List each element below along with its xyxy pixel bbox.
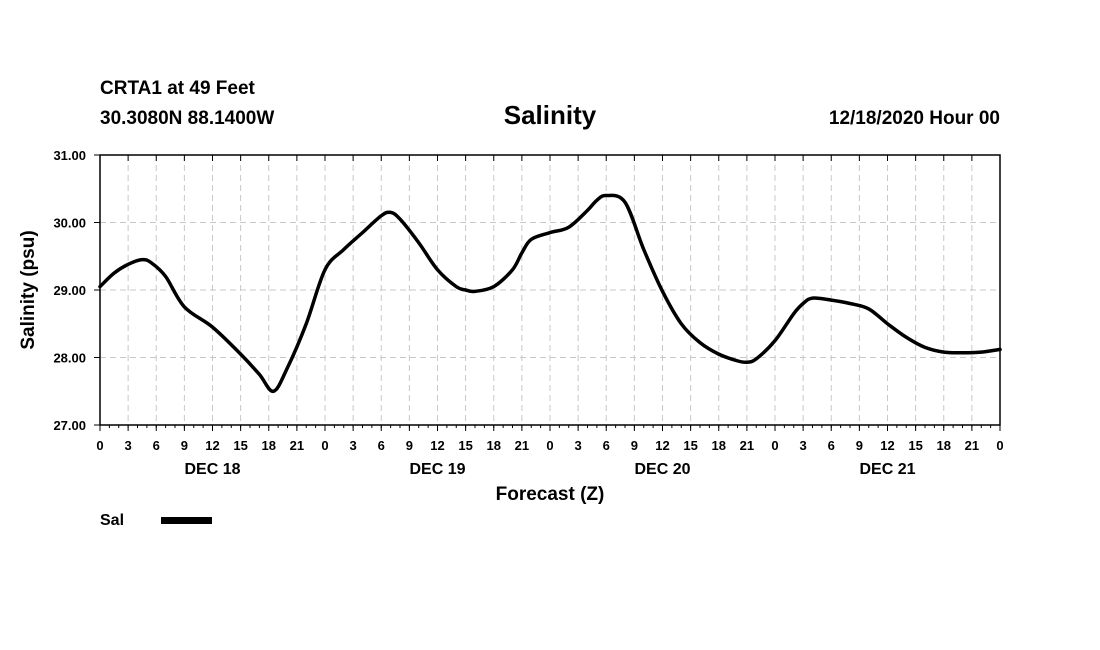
- day-label: DEC 19: [409, 461, 465, 478]
- x-axis: 0 3 6 9 12 15 18 21 0 3 6 9 12 15 18 21 0 3 6 9 12 15 18 21 0 3 6 9…: [96, 155, 1004, 453]
- x-tick-label: 6: [603, 438, 610, 453]
- y-tick-label: 30.00: [53, 216, 86, 231]
- x-tick-label: 12: [655, 438, 669, 453]
- series-layer: [98, 193, 1002, 393]
- y-tick-label: 28.00: [53, 351, 86, 366]
- x-tick-label: 3: [800, 438, 807, 453]
- x-tick-label: 6: [378, 438, 385, 453]
- x-tick-label: 0: [546, 438, 553, 453]
- y-tick-label: 29.00: [53, 283, 86, 298]
- x-tick-label: 6: [828, 438, 835, 453]
- legend-swatch: [161, 517, 212, 524]
- y-tick-label: 27.00: [53, 418, 86, 433]
- x-tick-label: 12: [430, 438, 444, 453]
- x-tick-label: 18: [262, 438, 276, 453]
- x-tick-label: 9: [631, 438, 638, 453]
- x-tick-label: 15: [683, 438, 697, 453]
- x-axis-title: Forecast (Z): [496, 484, 605, 505]
- x-tick-label: 18: [487, 438, 501, 453]
- x-tick-label: 21: [965, 438, 979, 453]
- x-tick-label: 3: [350, 438, 357, 453]
- x-tick-label: 15: [908, 438, 922, 453]
- legend-label: Sal: [100, 512, 124, 529]
- x-tick-label: 3: [125, 438, 132, 453]
- x-tick-label: 0: [996, 438, 1003, 453]
- day-labels: DEC 18 DEC 19 DEC 20 DEC 21: [184, 461, 915, 478]
- x-tick-label: 6: [153, 438, 160, 453]
- x-tick-label: 12: [205, 438, 219, 453]
- y-axis-title: Salinity (psu): [18, 230, 39, 349]
- x-tick-label: 15: [458, 438, 472, 453]
- plot-frame: [99, 154, 1001, 426]
- x-tick-label: 15: [233, 438, 247, 453]
- x-tick-label: 21: [515, 438, 529, 453]
- x-tick-label: 9: [406, 438, 413, 453]
- x-tick-label: 21: [740, 438, 754, 453]
- x-tick-label: 9: [181, 438, 188, 453]
- station-label: CRTA1 at 49 Feet: [100, 78, 256, 99]
- coords-label: 30.3080N 88.1400W: [100, 108, 274, 129]
- y-axis: 27.00 28.00 29.00 30.00 31.00: [53, 148, 100, 433]
- x-tick-label: 12: [880, 438, 894, 453]
- x-tick-label: 18: [937, 438, 951, 453]
- day-label: DEC 20: [634, 461, 690, 478]
- x-tick-label: 9: [856, 438, 863, 453]
- x-tick-label: 0: [96, 438, 103, 453]
- grid-layer: [100, 155, 1000, 425]
- x-tick-label: 0: [321, 438, 328, 453]
- x-tick-label: 18: [712, 438, 726, 453]
- x-tick-label: 0: [771, 438, 778, 453]
- series-line-sal: [98, 193, 1002, 393]
- day-label: DEC 18: [184, 461, 240, 478]
- day-label: DEC 21: [859, 461, 915, 478]
- chart-title: Salinity: [504, 100, 597, 130]
- datetime-label: 12/18/2020 Hour 00: [829, 108, 1000, 129]
- y-tick-label: 31.00: [53, 148, 86, 163]
- x-tick-label: 3: [575, 438, 582, 453]
- x-tick-label: 21: [290, 438, 304, 453]
